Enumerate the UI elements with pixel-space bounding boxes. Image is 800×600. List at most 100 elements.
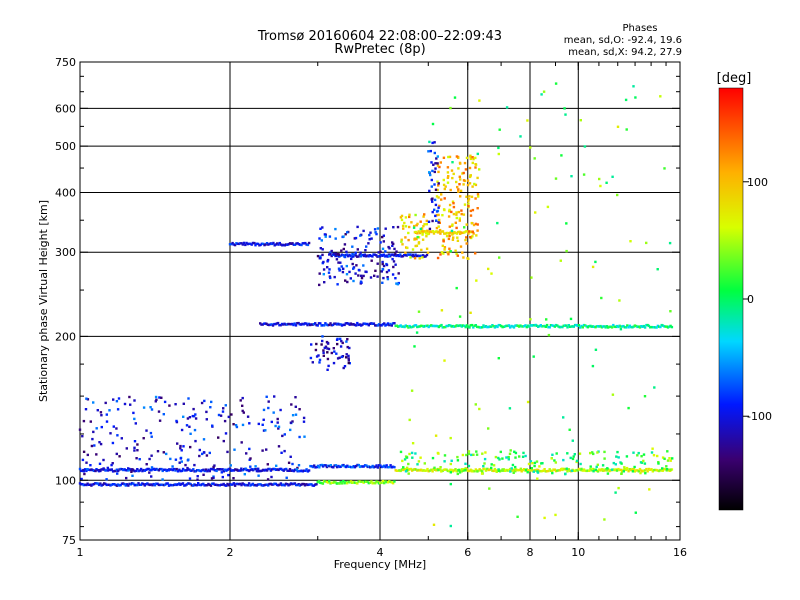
echo-point	[82, 450, 86, 453]
echo-point	[569, 456, 572, 460]
echo-point	[344, 465, 348, 469]
echo-point	[262, 418, 265, 421]
echo-point	[619, 325, 623, 328]
echo-point	[197, 482, 200, 485]
echo-point	[150, 469, 153, 472]
echo-point	[99, 442, 103, 446]
echo-point	[122, 482, 125, 485]
echo-point	[411, 248, 415, 251]
echo-point	[432, 232, 436, 235]
echo-point	[194, 470, 197, 473]
echo-point	[352, 481, 355, 484]
echo-point	[255, 469, 259, 473]
echo-point	[276, 242, 279, 245]
echo-point	[560, 467, 564, 470]
echo-point	[456, 239, 460, 242]
echo-point	[257, 467, 260, 470]
echo-point	[310, 323, 313, 326]
echo-point	[239, 469, 242, 472]
echo-point	[507, 455, 510, 459]
echo-point	[474, 222, 478, 226]
echo-point	[261, 423, 264, 426]
echo-point	[463, 231, 466, 234]
echo-point	[606, 467, 609, 470]
echo-point	[552, 324, 555, 327]
echo-point	[220, 468, 223, 471]
echo-point	[417, 310, 421, 313]
echo-point	[400, 240, 403, 243]
echo-point	[86, 398, 90, 401]
echo-point	[393, 480, 396, 483]
echo-point	[210, 400, 213, 404]
echo-point	[580, 324, 583, 328]
echo-point	[513, 450, 516, 453]
echo-point	[476, 193, 480, 196]
echo-point	[343, 243, 347, 246]
echo-point	[473, 324, 476, 327]
echo-point	[382, 276, 385, 280]
echo-point	[461, 453, 465, 457]
echo-point	[297, 321, 300, 325]
echo-point	[620, 472, 623, 475]
echo-point	[98, 441, 101, 444]
echo-point	[467, 197, 471, 201]
echo-point	[404, 324, 407, 327]
echo-point	[460, 209, 463, 212]
echo-point	[288, 242, 292, 245]
echo-point	[458, 183, 461, 186]
echo-point	[450, 169, 454, 172]
echo-point	[384, 324, 387, 327]
echo-point	[320, 239, 323, 242]
echo-point	[446, 166, 450, 169]
echo-point	[383, 481, 386, 485]
echo-point	[272, 241, 275, 245]
echo-point	[420, 229, 424, 233]
echo-point	[352, 266, 356, 269]
echo-point	[133, 449, 136, 452]
echo-point	[569, 317, 573, 321]
echo-point	[393, 247, 396, 251]
echo-point	[525, 325, 528, 329]
echo-point	[439, 324, 442, 328]
echo-point	[96, 469, 99, 472]
echo-point	[377, 255, 380, 258]
echo-point	[487, 427, 490, 430]
echo-point	[402, 325, 405, 328]
echo-point	[421, 324, 424, 328]
echo-point	[437, 468, 440, 472]
echo-point	[221, 468, 224, 471]
echo-point	[433, 468, 437, 471]
echo-point	[484, 469, 488, 472]
echo-point	[209, 467, 213, 471]
echo-point	[111, 470, 115, 473]
echo-point	[431, 200, 434, 203]
echo-point	[488, 325, 491, 328]
echo-point	[552, 468, 555, 471]
echo-point	[115, 400, 119, 403]
echo-point	[322, 349, 325, 352]
echo-point	[443, 197, 446, 200]
echo-point	[459, 324, 462, 327]
echo-point	[455, 155, 459, 158]
echo-point	[231, 483, 234, 486]
echo-point	[328, 480, 331, 483]
echo-point	[468, 230, 471, 233]
echo-point	[160, 467, 163, 471]
echo-point	[556, 324, 559, 327]
echo-point	[573, 323, 577, 327]
echo-point	[193, 470, 196, 473]
echo-point	[203, 484, 206, 487]
echo-point	[301, 482, 304, 486]
echo-point	[321, 339, 324, 343]
echo-point	[399, 450, 403, 454]
echo-point	[326, 347, 329, 350]
echo-point	[516, 469, 519, 472]
echo-point	[576, 469, 579, 472]
echo-point	[208, 483, 211, 486]
echo-point	[511, 463, 515, 467]
echo-point	[353, 323, 356, 327]
echo-point	[363, 253, 366, 256]
echo-point	[251, 469, 255, 472]
echo-point	[564, 472, 567, 476]
y-tick-label: 200	[55, 330, 76, 343]
